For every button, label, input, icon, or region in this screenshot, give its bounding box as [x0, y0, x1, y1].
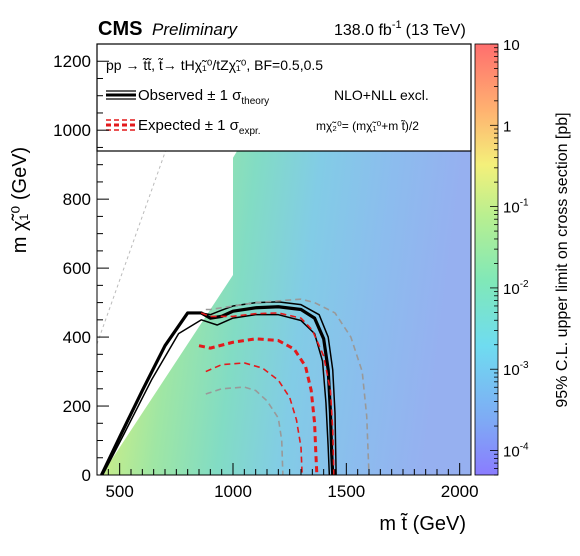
x-tick-label: 500 [105, 482, 133, 501]
curve-expected-band-4 [200, 312, 335, 475]
curve-expected-s2-7 [205, 386, 284, 475]
cms-label: CMS [98, 18, 142, 40]
legend-observed-label: Observed ± 1 σtheory [138, 87, 269, 107]
curve-observed-band-2 [201, 301, 337, 475]
heatmap-region [101, 44, 471, 475]
y-axis: 0 200 400 600 800 1000 1200 [53, 43, 109, 485]
x-axis-label: m t̃ (GeV) [379, 512, 466, 535]
curve-expected-s2-6 [205, 298, 370, 475]
z-tick-label: 10-3 [503, 360, 529, 379]
curve-observed-0 [100, 305, 335, 475]
y-tick-label: 200 [63, 397, 91, 416]
z-tick-label: 10 [503, 37, 520, 54]
legend-xsec-label: NLO+NLL excl. [334, 87, 429, 103]
x-tick-label: 2000 [441, 482, 479, 501]
legend-box [96, 43, 472, 152]
y-axis-label: m χ̃₁⁰ (GeV) [9, 147, 31, 253]
z-tick-label: 10-4 [503, 442, 529, 461]
z-axis: 10 1 10-1 10-2 10-3 10-4 [490, 37, 529, 476]
y-tick-label: 600 [63, 259, 91, 278]
y-tick-label: 0 [82, 466, 91, 485]
lumi-label: 138.0 fb-1 (13 TeV) [334, 19, 466, 39]
legend-expected-label: Expected ± 1 σexpr. [138, 117, 261, 137]
curve-observed-band-1 [102, 313, 331, 475]
legend-process-text: pp → t̃t̃, t̃→ tHχ̃₁⁰/tZχ̃₁⁰, BF=0.5,0.5 [106, 57, 323, 73]
z-tick-label: 1 [503, 118, 511, 135]
z-axis-label: 95% C.L. upper limit on cross section [p… [554, 112, 571, 407]
z-color-scale [474, 43, 499, 476]
legend-mass-relation: mχ̃₂⁰= (mχ̃₁⁰+m t̃)/2 [316, 118, 419, 133]
x-tick-label: 1500 [327, 482, 365, 501]
exclusion-curves [100, 298, 370, 475]
y-tick-label: 1000 [53, 121, 91, 140]
legend: pp → t̃t̃, t̃→ tHχ̃₁⁰/tZχ̃₁⁰, BF=0.5,0.5… [96, 43, 472, 152]
preliminary-label: Preliminary [152, 20, 239, 39]
y-tick-label: 1200 [53, 52, 91, 71]
x-tick-label: 1000 [214, 482, 252, 501]
y-tick-label: 800 [63, 190, 91, 209]
x-axis: 500 1000 1500 2000 [96, 463, 479, 501]
y-tick-label: 400 [63, 328, 91, 347]
curve-expected-band-5 [205, 362, 303, 475]
z-tick-label: 10-1 [503, 198, 529, 217]
z-tick-label: 10-2 [503, 279, 529, 298]
